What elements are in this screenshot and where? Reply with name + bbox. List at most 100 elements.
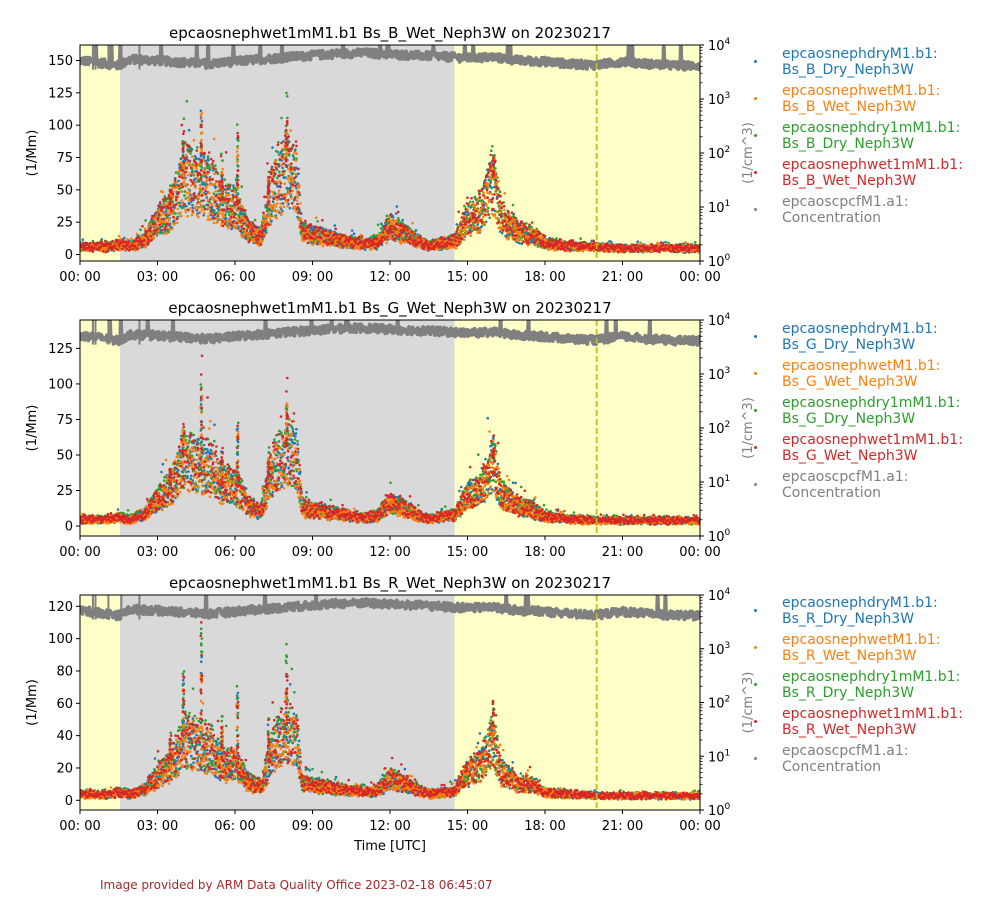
- data-point: [295, 152, 299, 155]
- data-point: [279, 205, 283, 209]
- data-point: [182, 117, 186, 120]
- data-point: [226, 183, 230, 186]
- data-point: [467, 204, 470, 208]
- data-point: [194, 205, 198, 209]
- data-point: [185, 191, 189, 194]
- data-point: [208, 217, 212, 221]
- data-point: [194, 156, 198, 160]
- data-point: [177, 203, 180, 206]
- data-point: [212, 137, 216, 141]
- data-point: [206, 184, 209, 188]
- data-point: [147, 224, 151, 227]
- data-point: [545, 239, 548, 242]
- data-point: [488, 216, 492, 219]
- data-point: [190, 155, 194, 158]
- data-point: [482, 215, 485, 218]
- data-point: [282, 140, 285, 143]
- data-point: [144, 246, 147, 249]
- data-point: [205, 178, 209, 182]
- data-point: [165, 232, 168, 235]
- data-point: [463, 229, 467, 232]
- data-point: [196, 176, 199, 180]
- data-point: [293, 149, 297, 153]
- data-point: [401, 236, 405, 239]
- data-point: [486, 183, 490, 186]
- data-point: [201, 180, 204, 184]
- data-point: [457, 231, 461, 235]
- data-point: [270, 165, 274, 169]
- data-point: [518, 241, 521, 245]
- data-point: [498, 209, 501, 212]
- data-point: [490, 149, 493, 152]
- data-point: [555, 237, 558, 240]
- data-point: [454, 247, 458, 250]
- data-point: [288, 206, 292, 210]
- data-point: [237, 215, 241, 218]
- data-point: [211, 183, 214, 186]
- data-point: [482, 191, 485, 194]
- data-point: [289, 192, 293, 195]
- data-point: [207, 206, 210, 210]
- data-point: [492, 185, 496, 189]
- data-point: [279, 154, 282, 157]
- data-point: [180, 214, 183, 218]
- data-point: [352, 232, 356, 235]
- data-point: [232, 184, 235, 187]
- data-point: [479, 199, 483, 202]
- data-point: [200, 205, 203, 209]
- data-point: [400, 221, 403, 224]
- data-point: [525, 222, 528, 225]
- data-point: [489, 179, 493, 183]
- data-point: [153, 220, 157, 223]
- data-point: [225, 224, 229, 227]
- data-point: [292, 181, 295, 184]
- data-point: [297, 186, 301, 189]
- data-point: [473, 195, 477, 199]
- data-point: [507, 235, 511, 239]
- data-point: [200, 208, 204, 212]
- data-point: [166, 208, 170, 212]
- data-point: [240, 204, 243, 207]
- data-point: [279, 202, 282, 205]
- data-point: [476, 231, 480, 235]
- data-point: [495, 182, 498, 185]
- data-point: [512, 214, 515, 218]
- data-point: [311, 243, 314, 246]
- data-point: [280, 164, 283, 167]
- data-point: [314, 216, 318, 219]
- data-point: [221, 159, 224, 162]
- data-point: [216, 220, 219, 224]
- data-point: [158, 231, 162, 235]
- data-point: [161, 190, 165, 194]
- data-point: [223, 188, 227, 191]
- data-point: [202, 214, 205, 217]
- data-point: [189, 206, 192, 210]
- data-point: [235, 175, 239, 179]
- data-point: [187, 128, 191, 132]
- data-point: [379, 227, 383, 230]
- data-point: [280, 197, 284, 201]
- data-point: [520, 242, 524, 245]
- data-point: [314, 239, 318, 243]
- data-point: [279, 213, 283, 216]
- data-point: [296, 196, 300, 199]
- data-point: [498, 190, 502, 193]
- data-point: [231, 200, 235, 203]
- data-point: [183, 190, 187, 193]
- data-point: [149, 232, 153, 236]
- data-point: [192, 172, 195, 176]
- data-point: [287, 167, 290, 171]
- data-point: [226, 219, 230, 223]
- data-point: [386, 217, 390, 221]
- data-point: [170, 227, 173, 231]
- data-point: [380, 222, 383, 226]
- data-point: [152, 237, 156, 240]
- data-point: [207, 167, 210, 170]
- data-point: [215, 217, 218, 221]
- data-point: [253, 218, 257, 222]
- data-point: [223, 178, 226, 181]
- data-point: [350, 229, 354, 232]
- data-point: [292, 156, 296, 159]
- data-point: [294, 172, 298, 176]
- data-point: [206, 155, 210, 158]
